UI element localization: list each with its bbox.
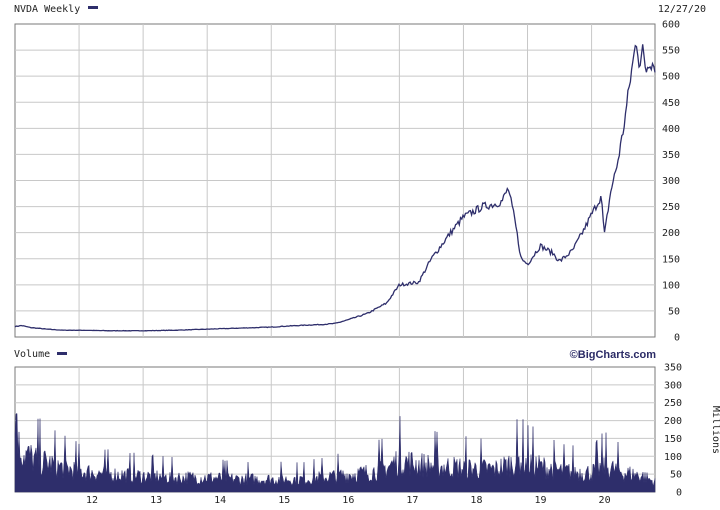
- volume-y-tick-label: 250: [664, 398, 682, 409]
- price-y-tick-label: 400: [662, 124, 680, 135]
- price-y-tick-label: 550: [662, 46, 680, 57]
- price-y-axis: 0 50 100 150 200 250 300 350 400 450 500 550 600: [662, 20, 680, 344]
- x-tick-label: 12: [86, 495, 98, 506]
- price-y-tick-label: 100: [662, 280, 680, 291]
- price-y-tick-label: 500: [662, 72, 680, 83]
- volume-y-tick-label: 50: [670, 470, 682, 481]
- x-tick-label: 16: [342, 495, 354, 506]
- price-y-tick-label: 300: [662, 176, 680, 187]
- volume-y-axis: 0 50 100 150 200 250 300 350: [664, 363, 682, 499]
- price-y-tick-label: 150: [662, 254, 680, 265]
- brand-label: ©BigCharts.com: [570, 349, 657, 361]
- chart-title: NVDA Weekly: [14, 4, 80, 15]
- volume-y-tick-label: 150: [664, 434, 682, 445]
- chart-date: 12/27/20: [658, 4, 706, 15]
- x-tick-label: 18: [470, 495, 482, 506]
- price-panel: 0 50 100 150 200 250 300 350 400 450 500 550 600: [14, 20, 680, 344]
- volume-y-tick-label: 0: [676, 488, 682, 499]
- x-tick-label: 13: [150, 495, 162, 506]
- price-y-tick-label: 0: [674, 333, 680, 344]
- price-y-tick-label: 600: [662, 20, 680, 31]
- volume-y-tick-label: 100: [664, 452, 682, 463]
- volume-units-label: Millions: [710, 406, 720, 454]
- x-tick-label: 19: [534, 495, 546, 506]
- price-series-line: [14, 44, 656, 332]
- price-y-tick-label: 250: [662, 202, 680, 213]
- volume-y-tick-label: 300: [664, 380, 682, 391]
- volume-header: Volume ©BigCharts.com: [14, 349, 656, 361]
- price-y-tick-label: 200: [662, 228, 680, 239]
- x-tick-label: 17: [406, 495, 418, 506]
- price-grid: [15, 24, 655, 337]
- price-y-tick-label: 450: [662, 98, 680, 109]
- volume-panel: 0 50 100 150 200 250 300 350 Millions: [14, 363, 720, 499]
- volume-series-area: [14, 413, 656, 493]
- volume-y-tick-label: 200: [664, 416, 682, 427]
- volume-legend-swatch: [57, 352, 67, 355]
- x-axis: 12 13 14 15 16 17 18 19 20: [86, 495, 611, 506]
- header-row: NVDA Weekly 12/27/20: [14, 4, 706, 15]
- x-tick-label: 15: [278, 495, 290, 506]
- price-y-tick-label: 350: [662, 150, 680, 161]
- price-y-tick-label: 50: [668, 306, 680, 317]
- price-legend-swatch: [88, 6, 98, 9]
- x-tick-label: 20: [599, 495, 611, 506]
- volume-y-tick-label: 350: [664, 363, 682, 374]
- x-tick-label: 14: [214, 495, 226, 506]
- volume-title: Volume: [14, 349, 50, 360]
